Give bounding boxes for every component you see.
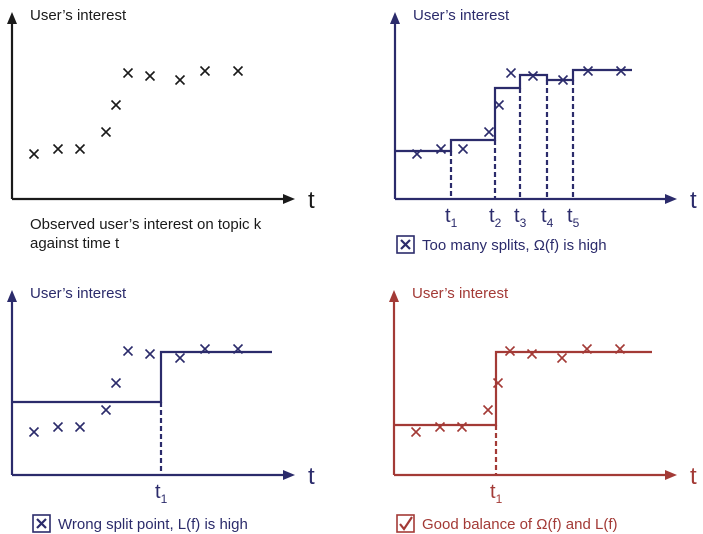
data-point-cross-icon — [505, 67, 517, 79]
checkmark-icon — [399, 516, 413, 531]
caption: Too many splits, Ω(f) is high — [422, 237, 607, 254]
data-point-cross-icon — [122, 67, 134, 79]
y-axis-label: User’s interest — [30, 7, 127, 24]
data-point-cross-icon — [174, 74, 186, 86]
data-point-cross-icon — [482, 404, 494, 416]
split-label: t3 — [514, 205, 527, 230]
caption-line: Observed user’s interest on topic k — [30, 216, 262, 233]
data-point-cross-icon — [492, 377, 504, 389]
y-axis-label: User’s interest — [412, 285, 509, 302]
panel-wrong-split: User’s interest t t1 Wrong split point, L(f… — [7, 285, 315, 533]
x-mark-icon — [400, 239, 411, 250]
x-axis-label: t — [690, 187, 697, 214]
split-label: t4 — [541, 205, 554, 230]
data-point-cross-icon — [144, 348, 156, 360]
x-axis-arrow-icon — [283, 470, 295, 480]
x-axis-label: t — [690, 463, 697, 490]
data-point-cross-icon — [526, 348, 538, 360]
data-point-cross-icon — [483, 126, 495, 138]
x-axis-arrow-icon — [665, 194, 677, 204]
data-point-cross-icon — [493, 99, 505, 111]
data-point-cross-icon — [28, 426, 40, 438]
y-axis-arrow-icon — [389, 290, 399, 302]
data-point-cross-icon — [28, 148, 40, 160]
data-point-cross-icon — [504, 345, 516, 357]
data-point-cross-icon — [434, 421, 446, 433]
panel-good-balance: User’s interest t t1 Good balance of Ω(f) a… — [389, 285, 697, 533]
data-point-cross-icon — [110, 377, 122, 389]
data-point-cross-icon — [100, 404, 112, 416]
data-point-cross-icon — [556, 352, 568, 364]
data-point-cross-icon — [144, 70, 156, 82]
x-mark-icon — [36, 518, 47, 529]
data-point-cross-icon — [110, 99, 122, 111]
y-axis-label: User’s interest — [413, 7, 510, 24]
data-point-cross-icon — [615, 65, 627, 77]
data-point-cross-icon — [457, 143, 469, 155]
data-point-cross-icon — [232, 65, 244, 77]
y-axis-arrow-icon — [7, 12, 17, 24]
data-point-cross-icon — [557, 74, 569, 86]
x-axis-arrow-icon — [665, 470, 677, 480]
caption: Wrong split point, L(f) is high — [58, 516, 248, 533]
caption-line: against time t — [30, 235, 120, 252]
data-point-cross-icon — [122, 345, 134, 357]
data-point-cross-icon — [456, 421, 468, 433]
x-box-icon — [396, 235, 415, 254]
panel-too-many-splits: User’s interest t t1 t2 t3 t4 t5 Too many split… — [390, 7, 697, 254]
x-box-icon — [32, 514, 51, 533]
data-point-cross-icon — [527, 70, 539, 82]
data-point-cross-icon — [100, 126, 112, 138]
data-point-cross-icon — [411, 148, 423, 160]
split-label: t1 — [155, 481, 168, 506]
y-axis-arrow-icon — [390, 12, 400, 24]
split-label: t1 — [490, 481, 503, 506]
step-function — [395, 68, 632, 153]
split-label: t5 — [567, 205, 580, 230]
data-point-cross-icon — [174, 352, 186, 364]
step-function — [394, 350, 652, 427]
y-axis-arrow-icon — [7, 290, 17, 302]
step-function — [12, 350, 272, 404]
caption: Good balance of Ω(f) and L(f) — [422, 516, 617, 533]
x-axis-label: t — [308, 463, 315, 490]
x-axis-arrow-icon — [283, 194, 295, 204]
split-label: t1 — [445, 205, 458, 230]
data-point-cross-icon — [435, 143, 447, 155]
data-point-cross-icon — [74, 421, 86, 433]
data-point-cross-icon — [199, 343, 211, 355]
data-point-cross-icon — [199, 65, 211, 77]
split-label: t2 — [489, 205, 502, 230]
data-point-cross-icon — [410, 426, 422, 438]
data-point-cross-icon — [74, 143, 86, 155]
data-point-cross-icon — [52, 143, 64, 155]
check-box-icon — [396, 514, 415, 533]
data-point-cross-icon — [232, 343, 244, 355]
x-axis-label: t — [308, 187, 315, 214]
data-point-cross-icon — [52, 421, 64, 433]
panel-observed: User’s interest t Observed user’s interest… — [7, 7, 315, 252]
y-axis-label: User’s interest — [30, 285, 127, 302]
data-point-cross-icon — [614, 343, 626, 355]
data-point-cross-icon — [581, 343, 593, 355]
data-point-cross-icon — [582, 65, 594, 77]
